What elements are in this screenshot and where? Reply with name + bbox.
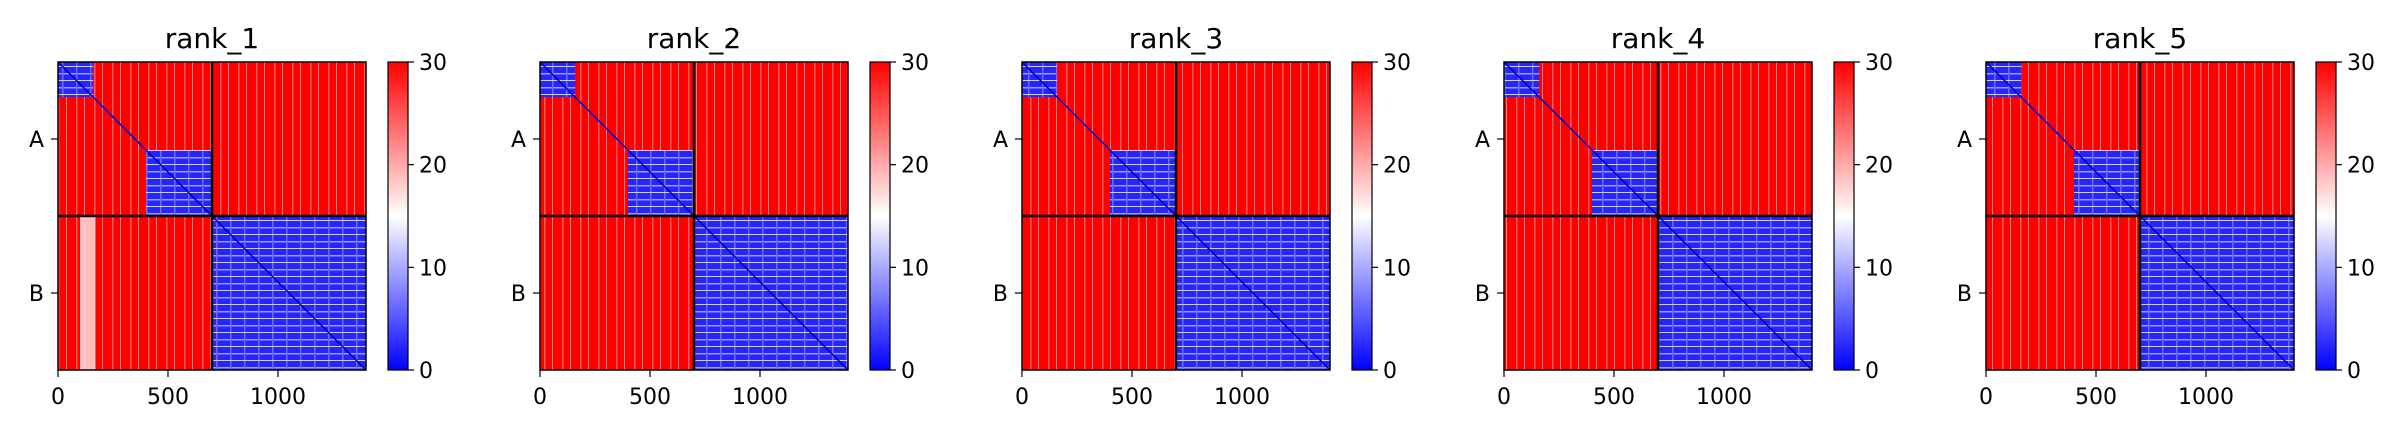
y-tick-label: B	[511, 282, 526, 307]
colorbar-tick-label: 30	[901, 51, 929, 76]
x-tick-label: 0	[1979, 385, 1993, 410]
colorbar	[1833, 61, 1855, 371]
y-tick-label: B	[1957, 282, 1972, 307]
colorbar	[1351, 61, 1373, 371]
panel-rank_5: rank_5 0 500 1000 A B 0 10 20 30	[1957, 22, 2375, 410]
panel-rank_1: rank_1 0 500 1000 A B 0 10 20 30	[29, 22, 447, 410]
chart-title: rank_3	[1129, 22, 1223, 55]
y-tick-label: A	[1957, 128, 1972, 153]
y-tick-label: A	[511, 128, 526, 153]
y-tick-label: A	[29, 128, 44, 153]
axes-frame	[1021, 61, 1331, 371]
colorbar-tick-label: 20	[419, 154, 447, 179]
x-tick-label: 500	[2075, 385, 2117, 410]
colorbar-tick-label: 10	[2347, 256, 2375, 281]
x-tick-label: 500	[147, 385, 189, 410]
colorbar-tick-label: 0	[901, 359, 915, 384]
colorbar-tick-label: 10	[1865, 256, 1893, 281]
x-tick-label: 1000	[1696, 385, 1752, 410]
colorbar-tick-label: 10	[901, 256, 929, 281]
y-tick-label: A	[1475, 128, 1490, 153]
colorbar-tick-label: 10	[419, 256, 447, 281]
x-tick-label: 500	[1593, 385, 1635, 410]
panel-rank_4: rank_4 0 500 1000 A B 0 10 20 30	[1475, 22, 1893, 410]
x-tick-label: 0	[51, 385, 65, 410]
axes-frame	[539, 61, 849, 371]
y-tick-label: B	[29, 282, 44, 307]
x-tick-label: 0	[533, 385, 547, 410]
panel-rank_2: rank_2 0 500 1000 A B 0 10 20 30	[511, 22, 929, 410]
x-tick-label: 500	[1111, 385, 1153, 410]
colorbar	[869, 61, 891, 371]
colorbar-tick-label: 20	[2347, 154, 2375, 179]
y-tick-label: B	[1475, 282, 1490, 307]
y-tick-label: A	[993, 128, 1008, 153]
x-tick-label: 1000	[1214, 385, 1270, 410]
colorbar	[2315, 61, 2337, 371]
heatmap-low-column-1	[80, 216, 96, 370]
chart-title: rank_5	[2093, 22, 2187, 55]
x-tick-label: 1000	[250, 385, 306, 410]
x-tick-label: 0	[1015, 385, 1029, 410]
x-tick-label: 1000	[2178, 385, 2234, 410]
axes-frame	[1503, 61, 1813, 371]
colorbar-tick-label: 30	[1865, 51, 1893, 76]
colorbar-tick-label: 0	[419, 359, 433, 384]
colorbar	[387, 61, 409, 371]
x-tick-label: 500	[629, 385, 671, 410]
colorbar-tick-label: 0	[2347, 359, 2361, 384]
colorbar-tick-label: 0	[1383, 359, 1397, 384]
chart-title: rank_2	[647, 22, 741, 55]
chart-title: rank_1	[165, 22, 259, 55]
colorbar-tick-label: 20	[1865, 154, 1893, 179]
chart-title: rank_4	[1611, 22, 1705, 55]
axes-frame	[57, 61, 367, 371]
axes-frame	[1985, 61, 2295, 371]
x-tick-label: 0	[1497, 385, 1511, 410]
colorbar-tick-label: 10	[1383, 256, 1411, 281]
colorbar-tick-label: 30	[1383, 51, 1411, 76]
panel-rank_3: rank_3 0 500 1000 A B 0 10 20 30	[993, 22, 1411, 410]
colorbar-tick-label: 0	[1865, 359, 1879, 384]
x-tick-label: 1000	[732, 385, 788, 410]
colorbar-tick-label: 30	[419, 51, 447, 76]
colorbar-tick-label: 30	[2347, 51, 2375, 76]
colorbar-tick-label: 20	[1383, 154, 1411, 179]
y-tick-label: B	[993, 282, 1008, 307]
colorbar-tick-label: 20	[901, 154, 929, 179]
